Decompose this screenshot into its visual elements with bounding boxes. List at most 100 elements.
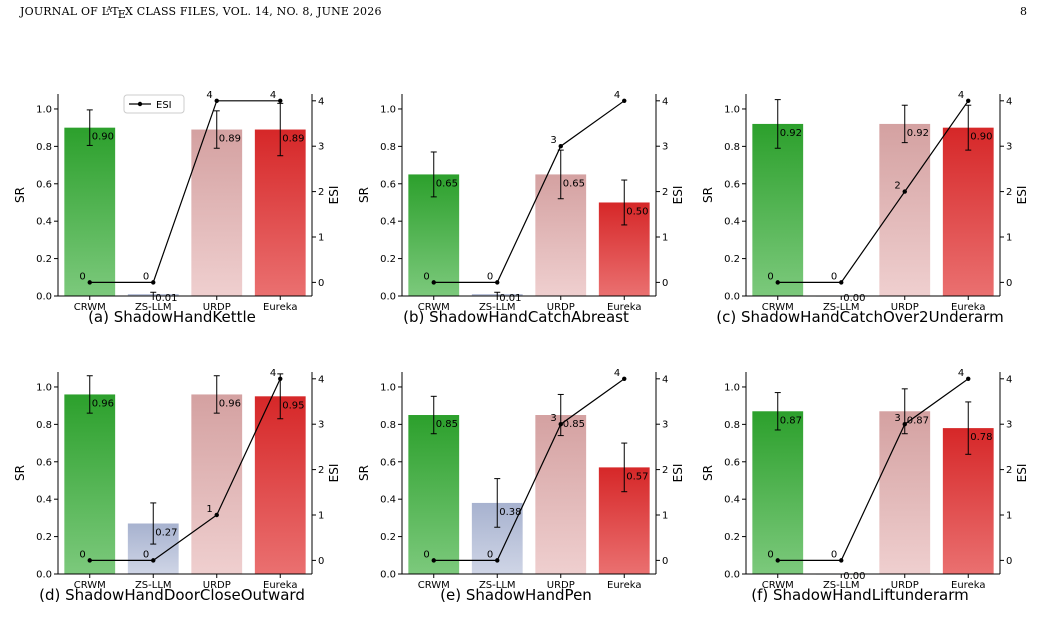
y-tick-label: 1.0 (380, 104, 396, 115)
esi-point-label: 0 (79, 549, 85, 560)
x-tick-label: ZS-LLM (823, 580, 860, 591)
x-tick-label: URDP (547, 302, 575, 313)
y2-tick-label: 1 (318, 232, 324, 243)
legend-marker (137, 101, 143, 107)
y-tick-label: 1.0 (724, 104, 740, 115)
error-bar (430, 151, 437, 198)
esi-point-label: 4 (270, 90, 276, 101)
sr-value-label: 0.92 (907, 128, 929, 139)
esi-point-label: 0 (143, 549, 149, 560)
esi-point (839, 558, 844, 563)
sr-value-label: 0.89 (219, 134, 241, 145)
y-tick-label: 0.6 (380, 457, 396, 468)
sr-value-label: 0.01 (155, 293, 177, 304)
esi-point (902, 422, 907, 427)
y-tick-label: 0.8 (724, 142, 740, 153)
x-tick-label: URDP (891, 580, 919, 591)
header-journal: JOURNAL OF L (20, 5, 110, 18)
x-tick-label: Eureka (607, 302, 641, 313)
y2-tick-label: 2 (662, 465, 668, 476)
running-header: JOURNAL OF LATEX CLASS FILES, VOL. 14, N… (20, 5, 382, 21)
legend-label: ESI (156, 100, 172, 111)
chart-svg-e: 0.85 0.38 0.85 0.57 0 0 3 4 0.0 0.2 0.4 0.6 0.8 1.0 0 1… (357, 368, 685, 591)
esi-point (775, 280, 780, 285)
bar-crwm (752, 123, 804, 296)
error-bar (213, 375, 220, 414)
y-axis-title: SR (701, 465, 715, 481)
y2-tick-label: 4 (1006, 96, 1012, 107)
y-tick-label: 0.0 (380, 292, 396, 303)
y2-tick-label: 4 (318, 96, 324, 107)
sr-value-label: 0.85 (563, 419, 585, 430)
esi-point (966, 376, 971, 382)
y-tick-label: 0.0 (724, 570, 740, 581)
sr-value-label: 0.01 (499, 293, 521, 304)
y2-tick-label: 3 (662, 420, 668, 431)
y2-tick-label: 2 (1006, 187, 1012, 198)
esi-point-label: 0 (487, 549, 493, 560)
y-tick-label: 0.8 (724, 420, 740, 431)
y-tick-label: 0.6 (724, 457, 740, 468)
header-latex-a: A (106, 5, 113, 14)
y-tick-label: 0.4 (36, 217, 52, 228)
esi-point-label: 0 (831, 271, 837, 282)
chart-panel-c: 0.92 0.00 0.92 0.90 0 0 2 4 0.0 0.2 0.4 0.6 0.8 1.0 0 1… (688, 86, 1032, 338)
sr-value-label: 0.95 (282, 400, 304, 411)
sr-value-label: 0.00 (843, 293, 865, 304)
y-tick-label: 0.6 (36, 179, 52, 190)
y2-tick-label: 4 (662, 374, 668, 385)
bar-urdp (879, 123, 931, 296)
chart-panel-a: 0.90 0.01 0.89 0.89 0 0 4 4 0.0 0.2 0.4 0.6 0.8 1.0 0 1… (0, 86, 344, 338)
caption-c: (c) ShadowHandCatchOver2Underarm (716, 308, 1004, 326)
legend-box (123, 94, 185, 114)
sr-value-label: 0.27 (155, 528, 177, 539)
x-tick-label: ZS-LLM (135, 302, 172, 313)
esi-point (558, 144, 563, 149)
x-tick-label: Eureka (263, 302, 297, 313)
y2-tick-label: 0 (1006, 556, 1012, 567)
bar-eureka (254, 396, 306, 574)
chart-svg-c: 0.92 0.00 0.92 0.90 0 0 2 4 0.0 0.2 0.4 0.6 0.8 1.0 0 1… (701, 90, 1029, 313)
y2-tick-label: 2 (1006, 465, 1012, 476)
sr-value-label: 0.00 (843, 571, 865, 582)
esi-point (214, 512, 219, 518)
error-bar (774, 99, 781, 149)
y-tick-label: 0.6 (380, 179, 396, 190)
chart-svg-b: 0.65 0.01 0.65 0.50 0 0 3 4 0.0 0.2 0.4 0.6 0.8 1.0 0 1… (357, 90, 685, 313)
y-tick-label: 1.0 (36, 104, 52, 115)
y-tick-label: 0.6 (724, 179, 740, 190)
sr-value-label: 0.92 (780, 128, 802, 139)
esi-line (433, 100, 625, 283)
x-tick-label: Eureka (951, 580, 985, 591)
bar-crwm (408, 415, 460, 574)
y-tick-label: 0.0 (380, 570, 396, 581)
esi-line (433, 378, 625, 561)
error-bar (965, 401, 972, 455)
y-tick-label: 1.0 (36, 382, 52, 393)
y2-tick-label: 3 (662, 142, 668, 153)
y2-tick-label: 0 (1006, 278, 1012, 289)
esi-point-label: 4 (958, 90, 964, 101)
y2-tick-label: 3 (1006, 420, 1012, 431)
esi-point-label: 0 (423, 549, 429, 560)
esi-point-label: 4 (614, 90, 620, 101)
error-bar (621, 179, 628, 226)
sr-value-label: 0.96 (219, 398, 241, 409)
sr-value-label: 0.87 (780, 415, 802, 426)
y-tick-label: 0.2 (724, 254, 740, 265)
y2-tick-label: 0 (318, 556, 324, 567)
esi-point (151, 280, 156, 285)
caption-f: (f) ShadowHandLiftunderarm (751, 586, 969, 604)
chart-panel-e: 0.85 0.38 0.85 0.57 0 0 3 4 0.0 0.2 0.4 0.6 0.8 1.0 0 1… (344, 364, 688, 616)
y2-axis-title: ESI (1015, 186, 1029, 205)
chart-svg-a: 0.90 0.01 0.89 0.89 0 0 4 4 0.0 0.2 0.4 0.6 0.8 1.0 0 1… (13, 90, 341, 313)
y2-tick-label: 3 (318, 142, 324, 153)
sr-value-label: 0.38 (499, 507, 521, 518)
esi-point (966, 98, 971, 104)
y2-tick-label: 4 (1006, 374, 1012, 385)
esi-point-label: 0 (487, 271, 493, 282)
caption-d: (d) ShadowHandDoorCloseOutward (39, 586, 305, 604)
y-tick-label: 0.8 (36, 420, 52, 431)
y2-axis-title: ESI (671, 464, 685, 483)
y2-tick-label: 4 (662, 96, 668, 107)
